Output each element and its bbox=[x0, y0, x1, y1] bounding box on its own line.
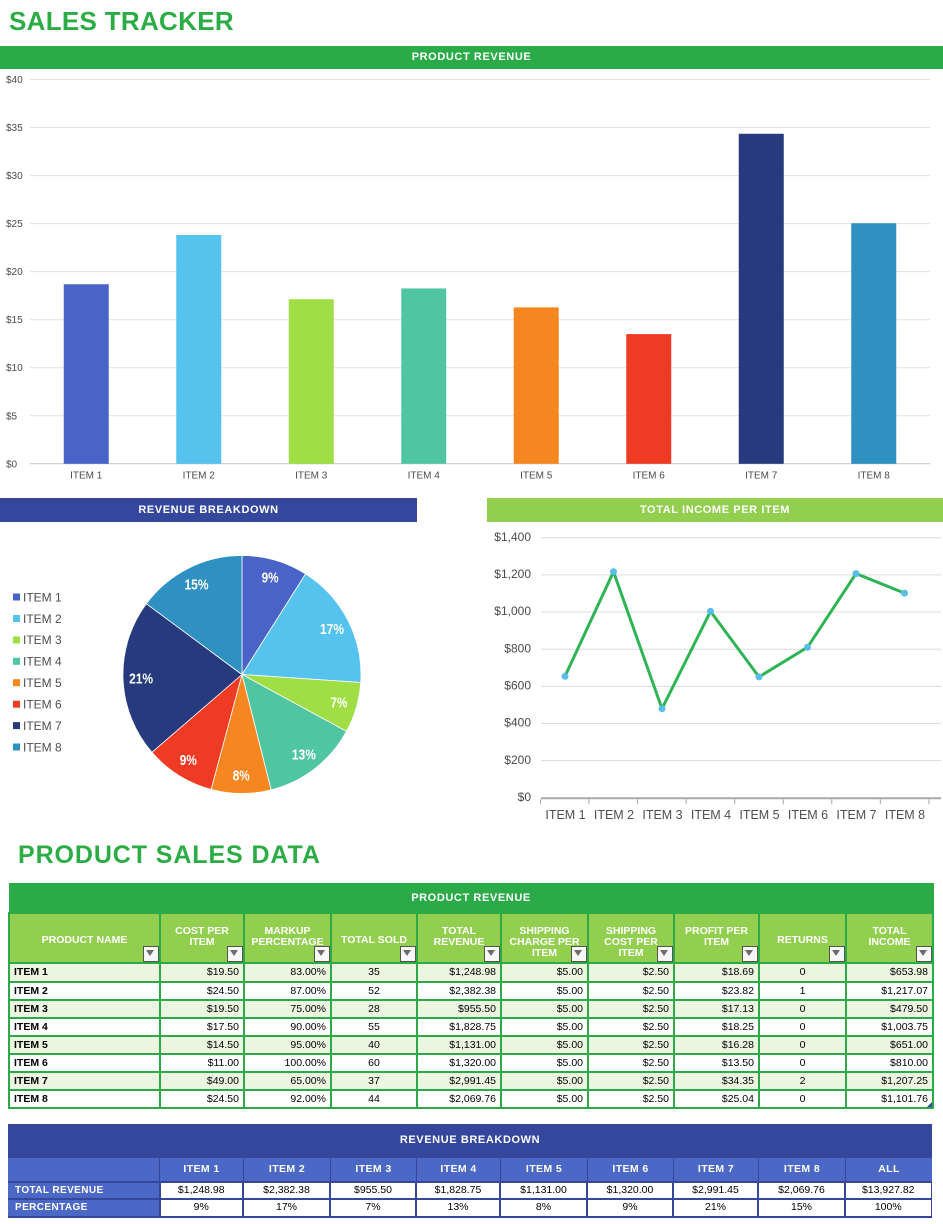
svg-text:15%: 15% bbox=[185, 576, 209, 593]
svg-text:$30: $30 bbox=[6, 171, 23, 182]
svg-text:$800: $800 bbox=[504, 641, 531, 655]
svg-text:ITEM 3: ITEM 3 bbox=[295, 471, 328, 482]
svg-text:ITEM 3: ITEM 3 bbox=[23, 633, 62, 647]
svg-text:ITEM 4: ITEM 4 bbox=[691, 808, 731, 822]
svg-text:ITEM 7: ITEM 7 bbox=[745, 471, 778, 482]
svg-text:ITEM 4: ITEM 4 bbox=[23, 655, 62, 669]
svg-text:$40: $40 bbox=[6, 75, 23, 86]
svg-text:ITEM 2: ITEM 2 bbox=[23, 612, 62, 626]
svg-text:ITEM 6: ITEM 6 bbox=[633, 471, 666, 482]
svg-text:$1,400: $1,400 bbox=[494, 530, 531, 544]
svg-text:ITEM 8: ITEM 8 bbox=[885, 808, 925, 822]
svg-text:ITEM 5: ITEM 5 bbox=[23, 676, 62, 690]
svg-text:ITEM 7: ITEM 7 bbox=[836, 808, 876, 822]
svg-text:ITEM 7: ITEM 7 bbox=[23, 719, 62, 733]
svg-text:ITEM 1: ITEM 1 bbox=[23, 590, 62, 604]
svg-text:13%: 13% bbox=[292, 746, 316, 763]
svg-text:ITEM 2: ITEM 2 bbox=[183, 471, 216, 482]
svg-text:7%: 7% bbox=[331, 695, 348, 712]
svg-text:ITEM 4: ITEM 4 bbox=[408, 471, 441, 482]
svg-text:ITEM 3: ITEM 3 bbox=[642, 808, 682, 822]
svg-text:$1,000: $1,000 bbox=[494, 604, 531, 618]
svg-text:$10: $10 bbox=[6, 363, 23, 374]
svg-text:8%: 8% bbox=[233, 768, 250, 785]
svg-text:$0: $0 bbox=[6, 459, 18, 470]
svg-text:$0: $0 bbox=[518, 790, 532, 804]
svg-text:ITEM 6: ITEM 6 bbox=[23, 698, 62, 712]
svg-text:ITEM 8: ITEM 8 bbox=[858, 471, 891, 482]
svg-text:9%: 9% bbox=[180, 752, 197, 769]
svg-text:$1,200: $1,200 bbox=[494, 567, 531, 581]
svg-text:$15: $15 bbox=[6, 315, 23, 326]
svg-text:$25: $25 bbox=[6, 219, 23, 230]
svg-text:ITEM 1: ITEM 1 bbox=[70, 471, 103, 482]
svg-text:ITEM 2: ITEM 2 bbox=[594, 808, 634, 822]
svg-text:$5: $5 bbox=[6, 411, 18, 422]
svg-text:$600: $600 bbox=[504, 679, 531, 693]
svg-text:ITEM 1: ITEM 1 bbox=[545, 808, 585, 822]
svg-text:9%: 9% bbox=[262, 570, 279, 587]
svg-text:$400: $400 bbox=[504, 716, 531, 730]
svg-text:$20: $20 bbox=[6, 267, 23, 278]
svg-text:17%: 17% bbox=[320, 621, 344, 638]
svg-text:21%: 21% bbox=[129, 670, 153, 687]
svg-text:ITEM 8: ITEM 8 bbox=[23, 740, 62, 754]
svg-text:ITEM 6: ITEM 6 bbox=[788, 808, 828, 822]
svg-text:$200: $200 bbox=[504, 753, 531, 767]
svg-text:$35: $35 bbox=[6, 123, 23, 134]
svg-text:ITEM 5: ITEM 5 bbox=[520, 471, 553, 482]
svg-text:ITEM 5: ITEM 5 bbox=[739, 808, 779, 822]
